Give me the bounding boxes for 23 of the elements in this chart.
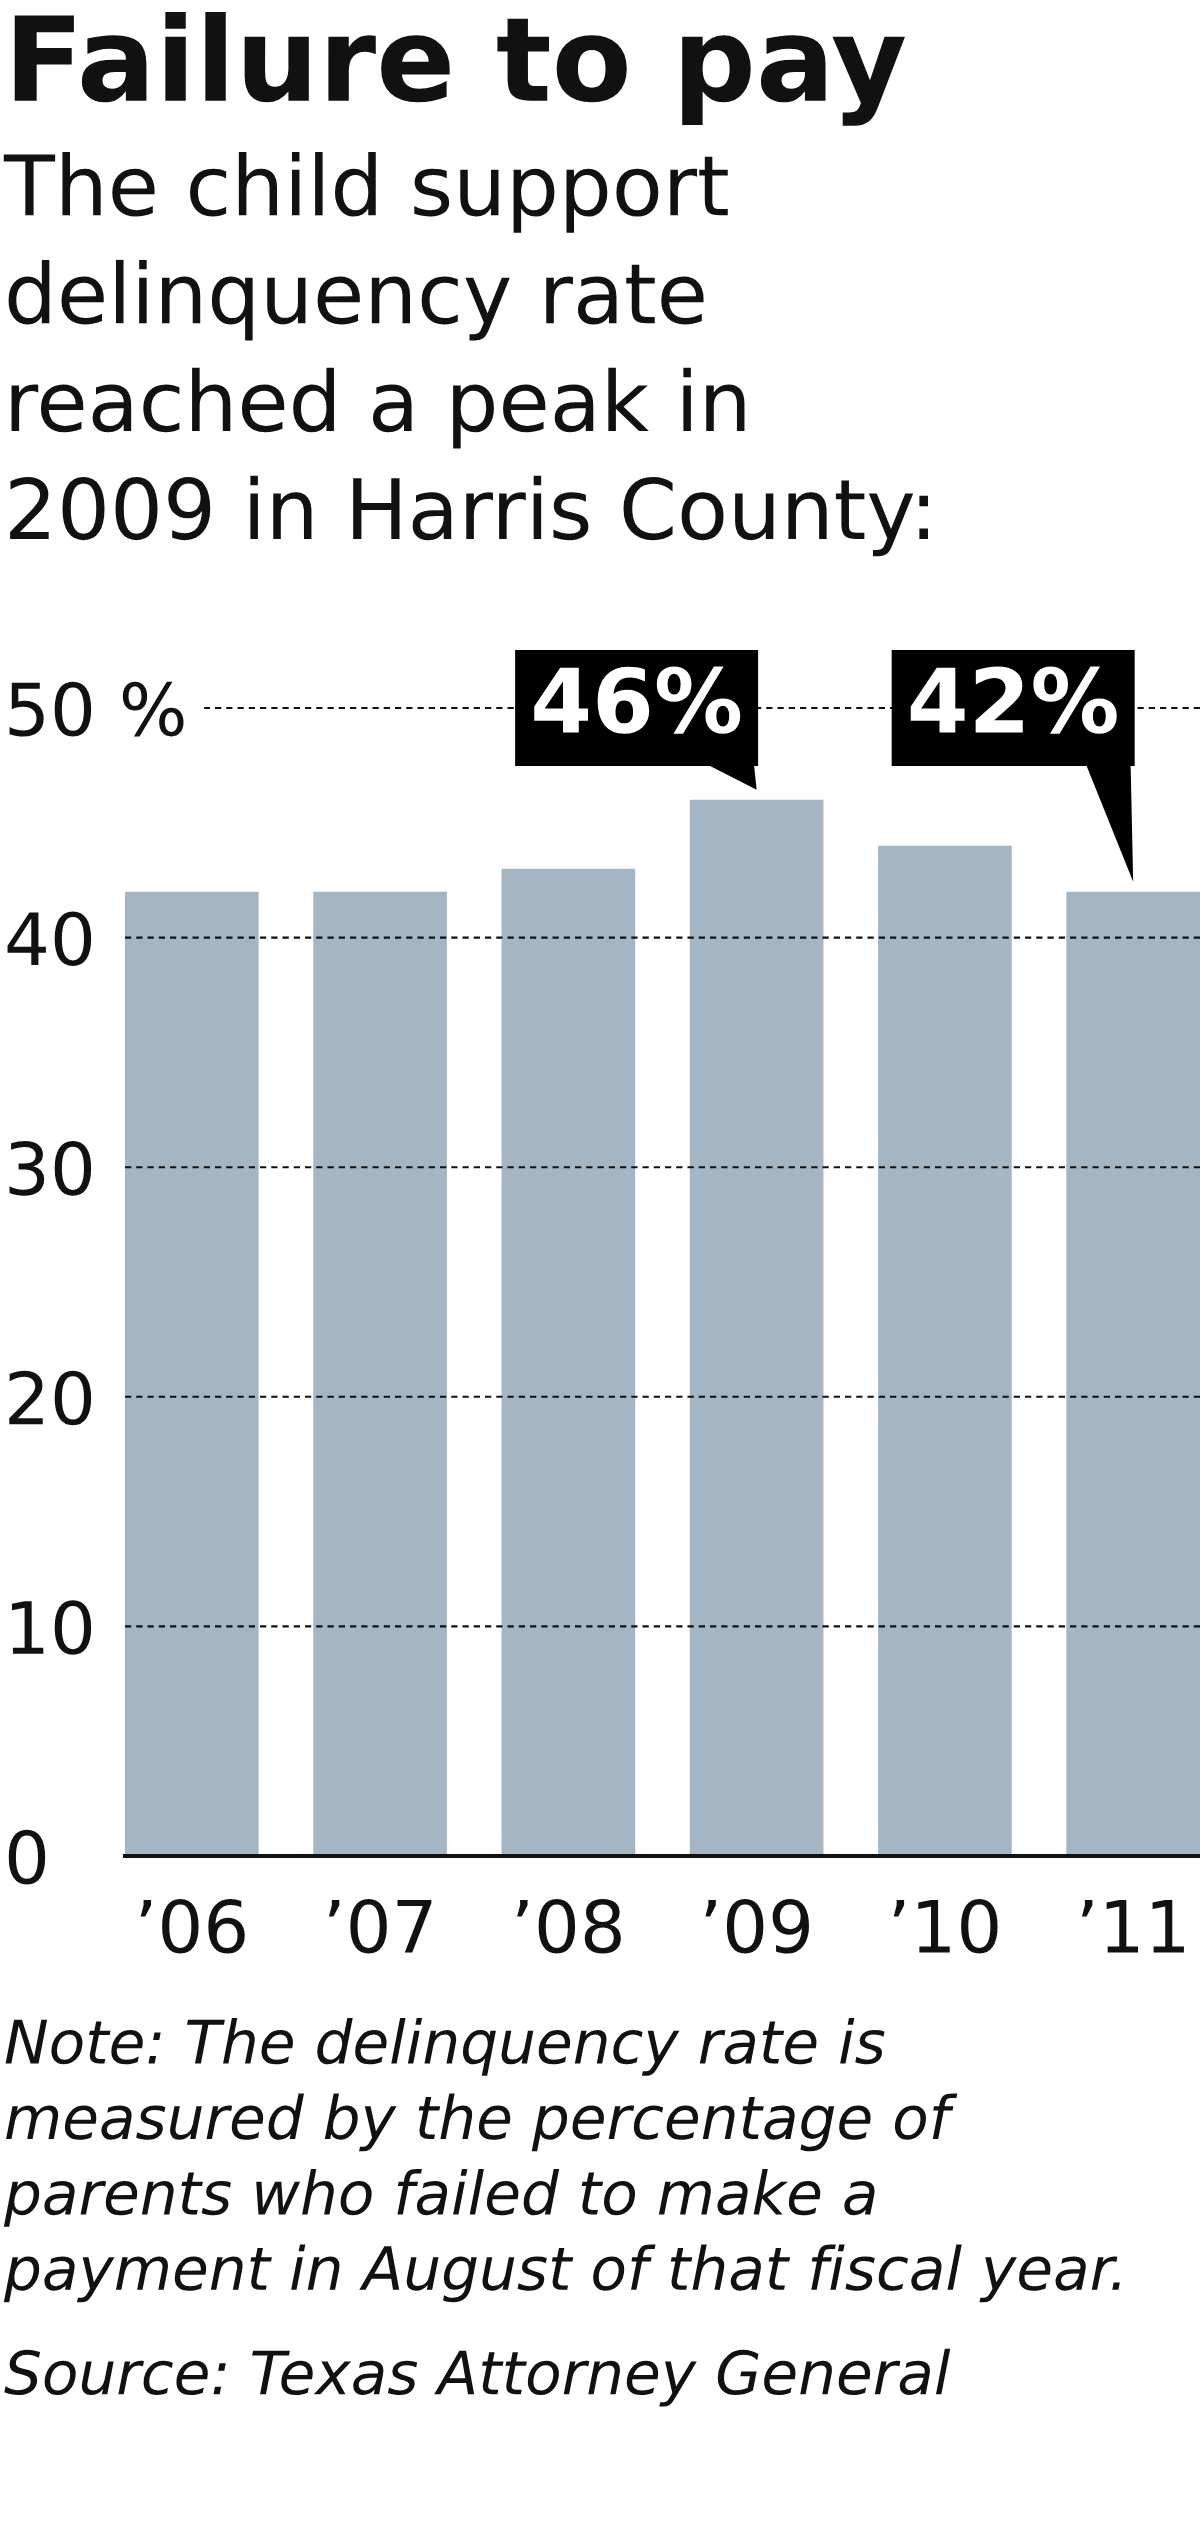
x-tick-label: ’07 [328,1898,432,1954]
chart-title: Failure to pay [14,12,905,126]
data-label: 46% [534,666,741,734]
chart-subtitle: The child support delinquency rate reached a peak in 2009 in Harris County: [3,152,928,557]
y-tick-label: 40 [7,911,92,967]
bar [125,891,259,1856]
y-tick-label: 20 [9,1370,92,1426]
x-tick-label: ’11 [1082,1899,1184,1953]
x-tick-label: ’10 [893,1898,998,1954]
x-tick-label: ’08 [517,1898,621,1954]
y-tick-label: 30 [9,1141,92,1196]
source-note: Source: Texas Attorney General [4,2348,951,2407]
data-label: 42% [910,666,1117,734]
bar [501,868,636,1856]
bar [689,799,824,1856]
x-tick-label: ’09 [705,1898,809,1954]
x-tick-label: ’06 [140,1898,245,1954]
bar [1066,891,1200,1856]
y-tick-label: 10 [11,1600,92,1655]
y-tick-label: 50 % [9,681,184,737]
bar [313,891,447,1856]
text: Note: The delinquency rate is measured by the percentage of parents who failed to make a payment in August of that fiscal year. [3,2018,1120,2303]
y-tick-label: 0 [8,1829,46,1885]
